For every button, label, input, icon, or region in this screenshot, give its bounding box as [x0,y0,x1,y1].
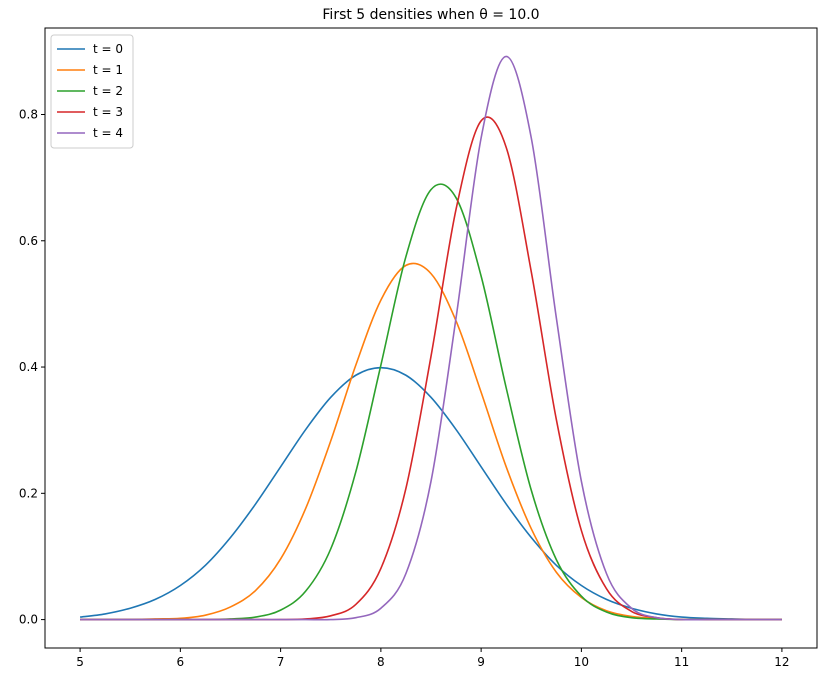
plot-frame [44,27,818,649]
y-tick-label: 0.0 [19,613,38,627]
x-tick-label: 11 [674,655,689,669]
chart-title: First 5 densities when θ = 10.0 [322,7,539,23]
y-tick-label: 0.8 [19,107,38,121]
legend-label: t = 3 [93,105,123,119]
y-tick-label: 0.4 [19,360,38,374]
x-tick-label: 10 [574,655,589,669]
legend-label: t = 4 [93,126,123,140]
y-tick-label: 0.6 [19,234,38,248]
legend-box [50,34,134,149]
line-series [80,262,782,621]
x-tick-label: 7 [277,655,285,669]
line-series [80,55,782,621]
x-tick-label: 6 [177,655,185,669]
x-tick-label: 5 [76,655,84,669]
x-tick-label: 12 [774,655,789,669]
x-tick-label: 9 [477,655,485,669]
x-tick-label: 8 [377,655,385,669]
line-series [79,366,782,621]
legend-label: t = 2 [93,84,123,98]
legend-label: t = 1 [93,63,123,77]
y-tick-label: 0.2 [19,486,38,500]
line-series [80,116,782,621]
legend-label: t = 0 [93,42,123,56]
line-series [80,183,782,621]
